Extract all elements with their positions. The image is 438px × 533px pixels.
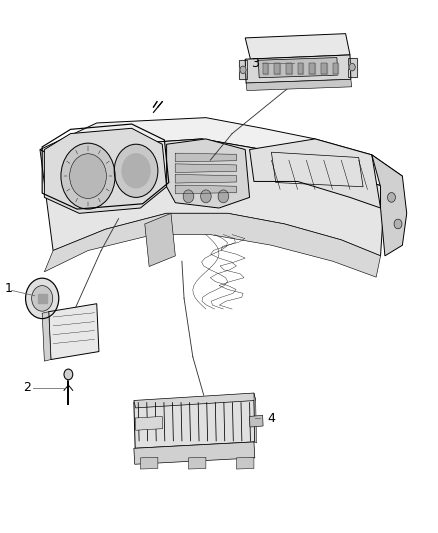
Polygon shape bbox=[145, 213, 175, 266]
Circle shape bbox=[388, 192, 396, 202]
Circle shape bbox=[70, 154, 106, 198]
Circle shape bbox=[349, 63, 355, 71]
Polygon shape bbox=[175, 185, 237, 193]
Polygon shape bbox=[237, 457, 254, 469]
Bar bbox=[332, 63, 338, 74]
Polygon shape bbox=[250, 415, 263, 427]
Polygon shape bbox=[42, 312, 51, 361]
Bar bbox=[239, 60, 247, 79]
Bar bbox=[332, 63, 338, 74]
Text: 1: 1 bbox=[5, 282, 13, 295]
Bar bbox=[286, 63, 292, 74]
Text: 2: 2 bbox=[23, 381, 31, 394]
Bar bbox=[263, 63, 268, 74]
Polygon shape bbox=[40, 139, 385, 256]
Polygon shape bbox=[188, 457, 206, 469]
Polygon shape bbox=[254, 393, 257, 443]
Bar bbox=[321, 63, 327, 74]
Polygon shape bbox=[175, 164, 237, 172]
Polygon shape bbox=[49, 304, 99, 360]
Bar bbox=[297, 63, 303, 74]
Circle shape bbox=[394, 219, 402, 229]
Polygon shape bbox=[258, 58, 338, 78]
Circle shape bbox=[61, 143, 115, 209]
Polygon shape bbox=[166, 139, 250, 208]
Bar bbox=[348, 58, 357, 77]
Circle shape bbox=[122, 154, 150, 188]
Circle shape bbox=[240, 66, 246, 74]
Bar bbox=[274, 63, 280, 74]
Bar bbox=[309, 63, 315, 74]
Bar bbox=[309, 63, 315, 74]
Polygon shape bbox=[245, 34, 350, 59]
Circle shape bbox=[25, 278, 59, 319]
Bar bbox=[348, 58, 357, 77]
Circle shape bbox=[64, 369, 73, 379]
Bar bbox=[38, 294, 46, 303]
Polygon shape bbox=[175, 174, 237, 183]
Bar bbox=[274, 63, 280, 74]
Text: 3: 3 bbox=[251, 57, 259, 70]
Bar bbox=[263, 63, 268, 74]
Polygon shape bbox=[246, 79, 352, 91]
Polygon shape bbox=[40, 118, 403, 187]
Polygon shape bbox=[175, 154, 237, 162]
Polygon shape bbox=[141, 457, 158, 469]
Bar bbox=[297, 63, 303, 74]
Text: 4: 4 bbox=[268, 411, 276, 424]
Polygon shape bbox=[372, 155, 407, 256]
Polygon shape bbox=[134, 393, 256, 408]
Circle shape bbox=[183, 190, 194, 203]
Circle shape bbox=[32, 286, 53, 311]
Bar bbox=[286, 63, 292, 74]
Bar bbox=[239, 60, 247, 79]
Polygon shape bbox=[44, 128, 166, 213]
Polygon shape bbox=[245, 55, 351, 83]
Polygon shape bbox=[250, 139, 381, 208]
Circle shape bbox=[114, 144, 158, 197]
Polygon shape bbox=[44, 213, 381, 277]
Circle shape bbox=[201, 190, 211, 203]
Bar bbox=[321, 63, 327, 74]
Polygon shape bbox=[134, 442, 255, 464]
Polygon shape bbox=[134, 395, 255, 448]
Polygon shape bbox=[135, 416, 162, 430]
Circle shape bbox=[218, 190, 229, 203]
